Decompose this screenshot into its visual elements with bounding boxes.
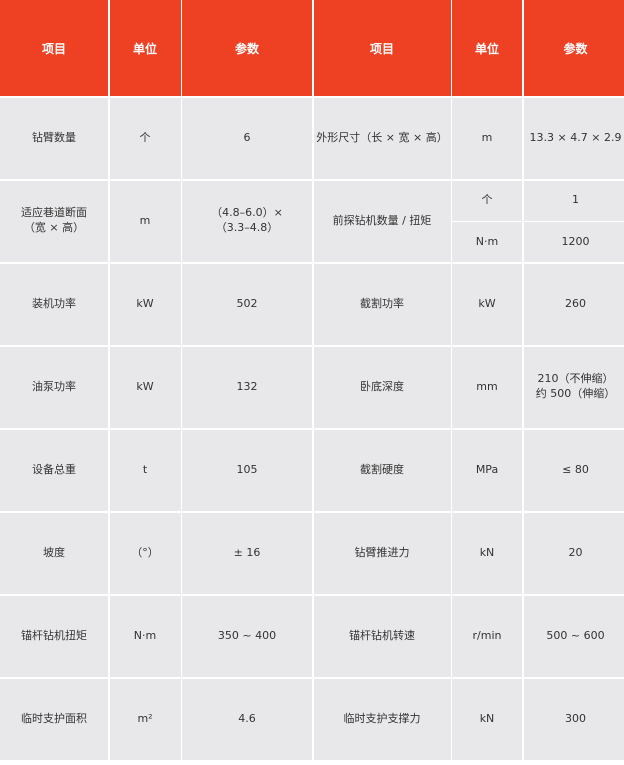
cell-unit: 个 bbox=[109, 97, 181, 179]
cell-unit: t bbox=[109, 429, 181, 511]
cell-item: 装机功率 bbox=[0, 263, 108, 345]
header-value: 参数 bbox=[182, 0, 312, 96]
cell-value: 502 bbox=[182, 263, 312, 345]
cell-value: 260 bbox=[523, 263, 624, 345]
cell-item: 临时支护面积 bbox=[0, 678, 108, 760]
cell-value: ± 16 bbox=[182, 512, 312, 594]
cell-value: 1200 bbox=[523, 222, 624, 262]
cell-item: 临时支护支撑力 bbox=[313, 678, 451, 760]
cell-value: 1 bbox=[523, 180, 624, 221]
cell-unit: kN bbox=[452, 512, 522, 594]
cell-value: 105 bbox=[182, 429, 312, 511]
cell-unit: mm bbox=[452, 346, 522, 428]
cell-value: 4.6 bbox=[182, 678, 312, 760]
cell-unit: m bbox=[109, 180, 181, 262]
cell-unit: m bbox=[452, 97, 522, 179]
cell-value: 350 ~ 400 bbox=[182, 595, 312, 677]
header-value: 参数 bbox=[523, 0, 624, 96]
cell-value: ≤ 80 bbox=[523, 429, 624, 511]
cell-item: 适应巷道断面 （宽 × 高） bbox=[0, 180, 108, 262]
cell-value: 6 bbox=[182, 97, 312, 179]
cell-unit: kN bbox=[452, 678, 522, 760]
cell-unit: kW bbox=[452, 263, 522, 345]
cell-item: 坡度 bbox=[0, 512, 108, 594]
cell-unit: kW bbox=[109, 263, 181, 345]
cell-unit: N·m bbox=[452, 222, 522, 262]
cell-unit: kW bbox=[109, 346, 181, 428]
cell-item: 截割功率 bbox=[313, 263, 451, 345]
cell-item: 卧底深度 bbox=[313, 346, 451, 428]
cell-unit: r/min bbox=[452, 595, 522, 677]
cell-value: （4.8–6.0）× （3.3–4.8） bbox=[182, 180, 312, 262]
cell-value: 210（不伸缩） 约 500（伸缩） bbox=[523, 346, 624, 428]
cell-item: 截割硬度 bbox=[313, 429, 451, 511]
cell-item: 设备总重 bbox=[0, 429, 108, 511]
cell-value: 13.3 × 4.7 × 2.9 bbox=[523, 97, 624, 179]
cell-unit: （°） bbox=[109, 512, 181, 594]
header-item: 项目 bbox=[0, 0, 108, 96]
header-unit: 单位 bbox=[109, 0, 181, 96]
cell-item: 钻臂推进力 bbox=[313, 512, 451, 594]
cell-value: 20 bbox=[523, 512, 624, 594]
cell-value: 500 ~ 600 bbox=[523, 595, 624, 677]
cell-unit: m² bbox=[109, 678, 181, 760]
header-unit: 单位 bbox=[452, 0, 522, 96]
cell-item: 锚杆钻机扭矩 bbox=[0, 595, 108, 677]
cell-item: 钻臂数量 bbox=[0, 97, 108, 179]
header-item: 项目 bbox=[313, 0, 451, 96]
cell-value: 300 bbox=[523, 678, 624, 760]
cell-value: 132 bbox=[182, 346, 312, 428]
cell-unit: 个 bbox=[452, 180, 522, 221]
cell-unit: MPa bbox=[452, 429, 522, 511]
cell-item: 外形尺寸（长 × 宽 × 高） bbox=[313, 97, 451, 179]
cell-item: 锚杆钻机转速 bbox=[313, 595, 451, 677]
cell-item: 前探钻机数量 / 扭矩 bbox=[313, 180, 451, 262]
cell-item: 油泵功率 bbox=[0, 346, 108, 428]
cell-unit: N·m bbox=[109, 595, 181, 677]
